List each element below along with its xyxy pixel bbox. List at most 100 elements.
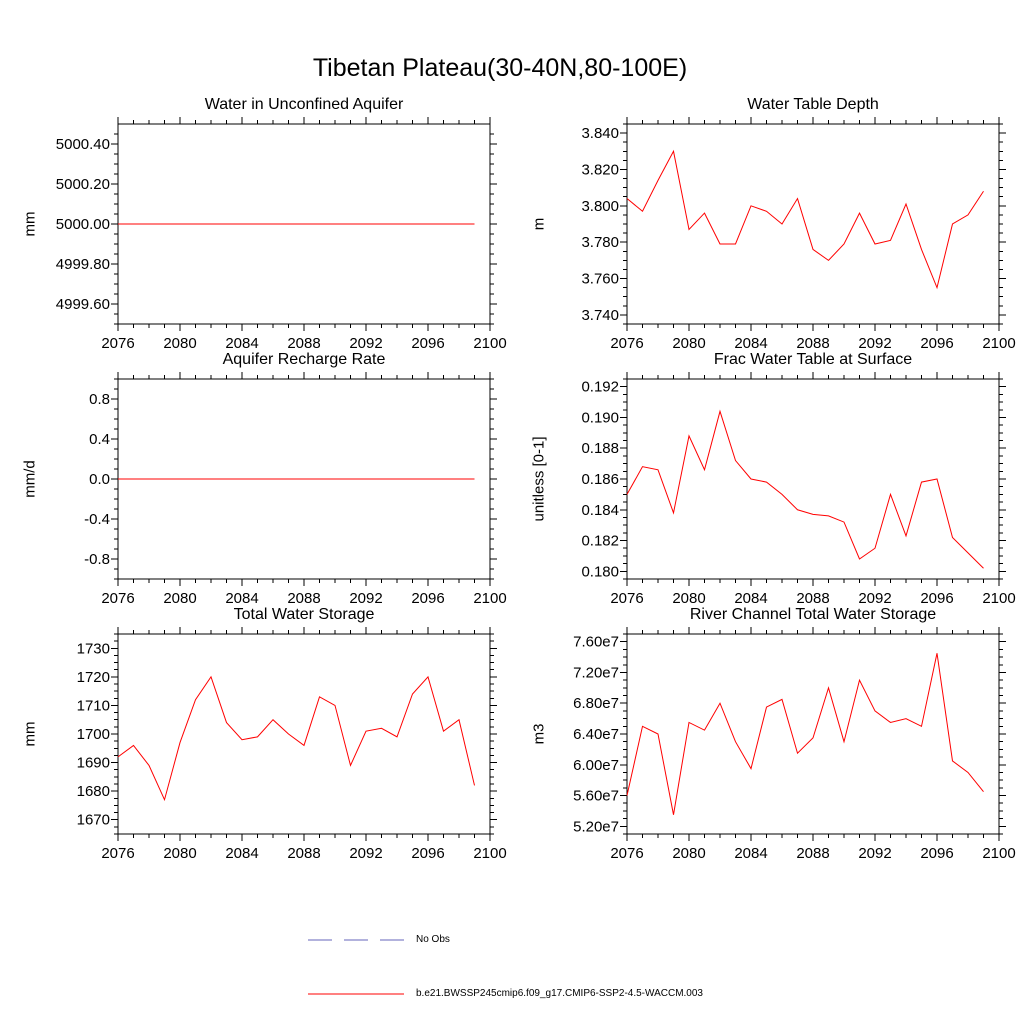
plot-total-water-storage: 2076 2080 2084 2088 2092 2096 2100 1670 1680 1690… [77, 627, 507, 862]
svg-text:2088: 2088 [796, 590, 829, 607]
svg-text:0.184: 0.184 [581, 502, 619, 519]
svg-text:2092: 2092 [349, 590, 382, 607]
figure-title: Tibetan Plateau(30-40N,80-100E) [312, 54, 688, 82]
plot-water-table-depth: 2076 2080 2084 2088 2092 2096 2100 3.740 3.760 3.… [581, 117, 1016, 352]
svg-text:2100: 2100 [473, 335, 506, 352]
svg-text:1700: 1700 [77, 726, 110, 743]
svg-text:3.740: 3.740 [581, 307, 619, 324]
svg-text:0.192: 0.192 [581, 379, 619, 396]
svg-text:7.20e7: 7.20e7 [573, 664, 619, 681]
chart-panel-aquifer-recharge-rate: 2076 2080 2084 2088 2092 2096 2100 -0.8 -0.4 0.0 0… [0, 351, 509, 611]
svg-text:3.780: 3.780 [581, 234, 619, 251]
svg-text:2080: 2080 [672, 590, 705, 607]
svg-text:5000.00: 5000.00 [56, 216, 110, 233]
plot-water-unconfined-aquifer: 2076 2080 2084 2088 2092 2096 2100 4999.60 4999.… [56, 117, 507, 352]
svg-text:0.190: 0.190 [581, 409, 619, 426]
y-axis-label: mm/d [21, 460, 39, 498]
chart-panel-total-water-storage: 2076 2080 2084 2088 2092 2096 2100 1670 1680 1690… [0, 606, 509, 866]
legend-label-model-run: b.e21.BWSSP245cmip6.f09_g17.CMIP6-SSP2-4… [416, 988, 703, 999]
svg-text:2076: 2076 [101, 590, 134, 607]
svg-text:2088: 2088 [796, 335, 829, 352]
svg-text:3.840: 3.840 [581, 125, 619, 142]
chart-panel-water-table-depth: 2076 2080 2084 2088 2092 2096 2100 3.740 3.760 3.… [509, 96, 1018, 356]
svg-text:2080: 2080 [163, 845, 196, 862]
svg-text:2080: 2080 [163, 590, 196, 607]
y-axis-label: m [530, 217, 548, 231]
model-solid-line-icon [308, 993, 404, 994]
svg-text:6.40e7: 6.40e7 [573, 726, 619, 743]
svg-text:2080: 2080 [163, 335, 196, 352]
svg-text:2084: 2084 [225, 335, 258, 352]
svg-text:2080: 2080 [672, 335, 705, 352]
svg-text:3.820: 3.820 [581, 161, 619, 178]
svg-text:2084: 2084 [734, 845, 767, 862]
svg-text:2096: 2096 [920, 590, 953, 607]
svg-text:4999.60: 4999.60 [56, 296, 110, 313]
svg-text:6.00e7: 6.00e7 [573, 757, 619, 774]
chart-panel-water-unconfined-aquifer: 2076 2080 2084 2088 2092 2096 2100 4999.60 4999.… [0, 96, 509, 356]
svg-text:2076: 2076 [101, 335, 134, 352]
svg-text:2092: 2092 [349, 845, 382, 862]
svg-text:2096: 2096 [920, 845, 953, 862]
svg-text:5.60e7: 5.60e7 [573, 788, 619, 805]
chart-title: Aquifer Recharge Rate [222, 351, 386, 368]
plot-river-channel-storage: 2076 2080 2084 2088 2092 2096 2100 5.20e7 5.60e7… [573, 627, 1016, 862]
svg-text:2092: 2092 [858, 590, 891, 607]
svg-text:2100: 2100 [982, 590, 1015, 607]
y-axis-label: mm [21, 721, 39, 747]
svg-text:0.188: 0.188 [581, 440, 619, 457]
svg-text:2088: 2088 [287, 590, 320, 607]
svg-text:-0.4: -0.4 [84, 511, 110, 528]
svg-text:2100: 2100 [982, 335, 1015, 352]
svg-text:2100: 2100 [473, 845, 506, 862]
legend-item-no-obs: No Obs [308, 934, 450, 945]
svg-text:7.60e7: 7.60e7 [573, 634, 619, 651]
svg-text:2092: 2092 [349, 335, 382, 352]
legend-label-no-obs: No Obs [416, 934, 450, 945]
svg-text:2084: 2084 [734, 335, 767, 352]
svg-text:2092: 2092 [858, 335, 891, 352]
svg-text:5000.20: 5000.20 [56, 176, 110, 193]
svg-text:0.180: 0.180 [581, 563, 619, 580]
svg-text:1710: 1710 [77, 697, 110, 714]
legend-item-model-run: b.e21.BWSSP245cmip6.f09_g17.CMIP6-SSP2-4… [308, 988, 703, 999]
y-axis-label: unitless [0-1] [530, 436, 548, 522]
svg-text:0.182: 0.182 [581, 533, 619, 550]
svg-text:2096: 2096 [411, 335, 444, 352]
svg-text:-0.8: -0.8 [84, 551, 110, 568]
svg-text:2088: 2088 [287, 335, 320, 352]
chart-title: Total Water Storage [233, 606, 375, 623]
svg-text:2096: 2096 [411, 590, 444, 607]
svg-text:0.186: 0.186 [581, 471, 619, 488]
plot-aquifer-recharge-rate: 2076 2080 2084 2088 2092 2096 2100 -0.8 -0.4 0.0 0… [84, 372, 507, 607]
chart-panel-frac-water-table-surface: 2076 2080 2084 2088 2092 2096 2100 0.180 0.182 0.… [509, 351, 1018, 611]
svg-text:1680: 1680 [77, 783, 110, 800]
svg-text:3.760: 3.760 [581, 271, 619, 288]
svg-text:1730: 1730 [77, 640, 110, 657]
svg-text:5.20e7: 5.20e7 [573, 818, 619, 835]
chart-panel-river-channel-storage: 2076 2080 2084 2088 2092 2096 2100 5.20e7 5.60e7… [509, 606, 1018, 866]
svg-text:0.4: 0.4 [89, 431, 110, 448]
svg-text:1690: 1690 [77, 755, 110, 772]
svg-text:2096: 2096 [920, 335, 953, 352]
svg-text:0.0: 0.0 [89, 471, 110, 488]
svg-text:2092: 2092 [858, 845, 891, 862]
chart-title: River Channel Total Water Storage [689, 606, 937, 623]
no-obs-dashed-line-icon [308, 939, 404, 940]
svg-text:2080: 2080 [672, 845, 705, 862]
svg-text:2076: 2076 [101, 845, 134, 862]
chart-title: Water in Unconfined Aquifer [204, 96, 404, 113]
svg-text:6.80e7: 6.80e7 [573, 695, 619, 712]
svg-text:1720: 1720 [77, 669, 110, 686]
svg-text:2096: 2096 [411, 845, 444, 862]
plot-frac-water-table-surface: 2076 2080 2084 2088 2092 2096 2100 0.180 0.182 0.… [581, 372, 1016, 607]
svg-text:2076: 2076 [610, 335, 643, 352]
svg-text:2084: 2084 [225, 845, 258, 862]
svg-text:2088: 2088 [796, 845, 829, 862]
svg-text:2076: 2076 [610, 845, 643, 862]
svg-text:2088: 2088 [287, 845, 320, 862]
svg-text:3.800: 3.800 [581, 198, 619, 215]
svg-text:1670: 1670 [77, 812, 110, 829]
svg-text:2100: 2100 [473, 590, 506, 607]
svg-text:2084: 2084 [734, 590, 767, 607]
